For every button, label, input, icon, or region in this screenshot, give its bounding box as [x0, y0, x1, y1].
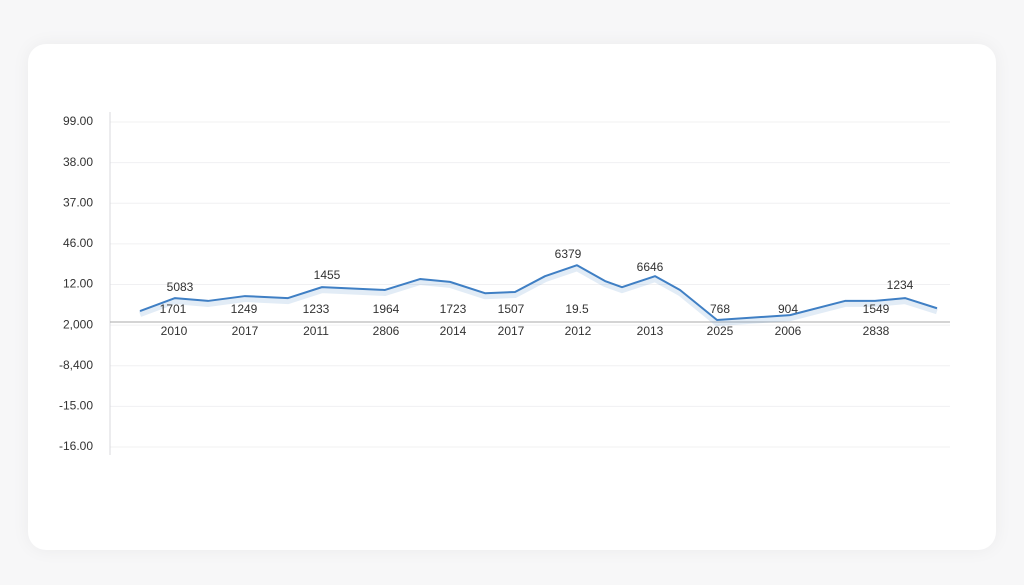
y-tick-label: 38.00: [63, 155, 93, 169]
x-tick-label: 2010: [161, 324, 188, 338]
annotation: 1549: [863, 302, 890, 316]
annotation: 1701: [160, 302, 187, 316]
x-tick-label: 2806: [373, 324, 400, 338]
annotation: 1723: [440, 302, 467, 316]
x-tick-label: 2011: [303, 324, 329, 338]
series-line: [139, 264, 938, 322]
x-tick-label: 2014: [440, 324, 467, 338]
x-tick-label: 2012: [565, 324, 592, 338]
x-tick-label: 2838: [863, 324, 890, 338]
annotation: 1233: [303, 302, 330, 316]
y-tick-label: -16.00: [59, 439, 93, 453]
annotation: 19.5: [565, 302, 589, 316]
annotation: 1964: [373, 302, 400, 316]
annotation: 6646: [637, 260, 664, 274]
y-tick-label: 37.00: [63, 195, 93, 209]
x-tick-label: 2013: [637, 324, 664, 338]
x-tick-label: 2017: [498, 324, 525, 338]
annotation: 904: [778, 302, 798, 316]
y-tick-label: 2,000: [63, 317, 93, 331]
y-tick-label: -8,400: [59, 358, 93, 372]
annotation: 768: [710, 302, 730, 316]
chart-card: [28, 44, 996, 550]
y-tick-label: 46.00: [63, 236, 93, 250]
line-shadow: [138, 264, 938, 327]
annotation: 1507: [498, 302, 525, 316]
annotation: 1249: [231, 302, 258, 316]
x-tick-label: 2017: [232, 324, 259, 338]
y-tick-label: 99.00: [63, 114, 93, 128]
y-tick-label: -15.00: [59, 399, 93, 413]
x-tick-label: 2025: [707, 324, 734, 338]
annotation: 1234: [887, 278, 914, 292]
y-tick-label: 12.00: [63, 277, 93, 291]
annotation: 5083: [167, 280, 194, 294]
x-tick-label: 2006: [775, 324, 802, 338]
annotation: 6379: [555, 247, 582, 261]
annotation: 1455: [314, 268, 341, 282]
